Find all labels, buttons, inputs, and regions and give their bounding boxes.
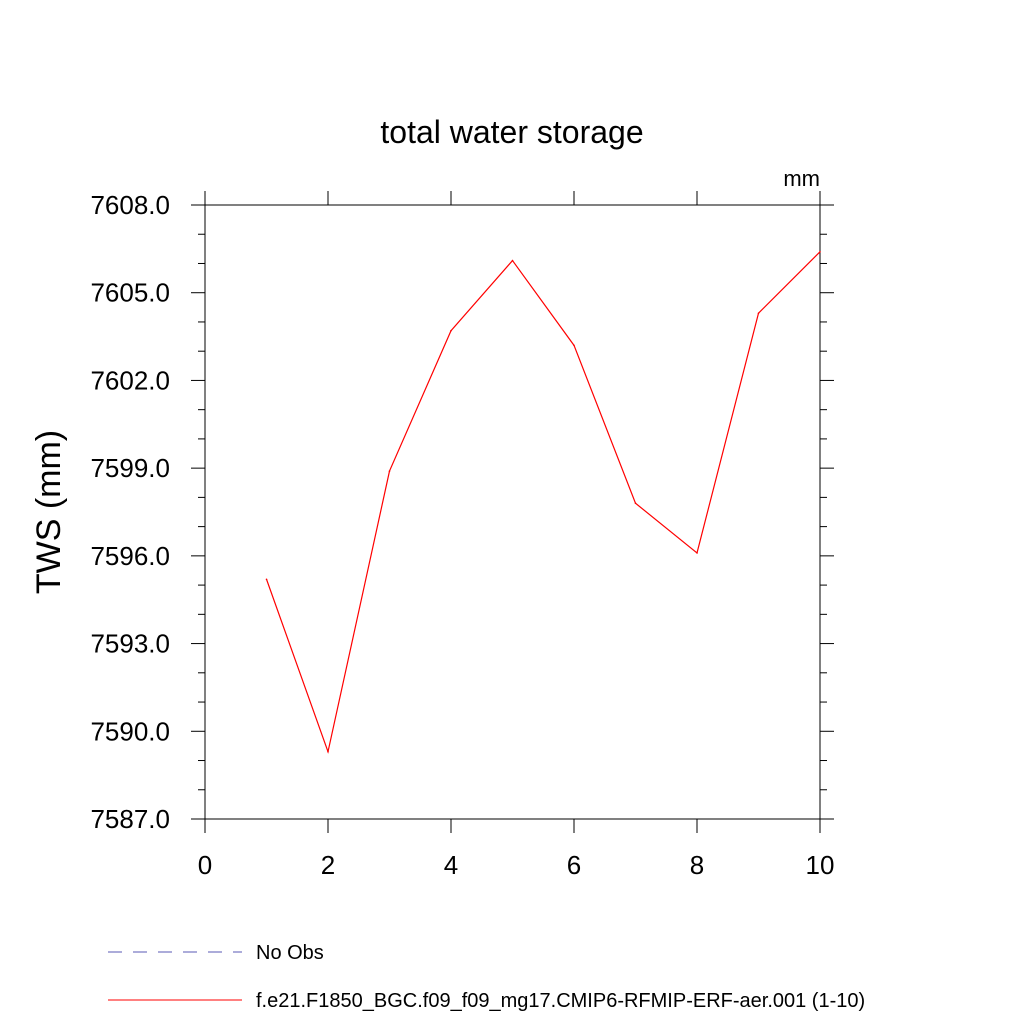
data-point <box>819 250 821 253</box>
data-point <box>511 259 514 262</box>
plot-axes: 0 2 4 6 8 10 7587.0 7590.0 7593.0 7596.0 7599.0 760… <box>90 190 834 880</box>
y-axis-label: TWS (mm) <box>30 430 68 594</box>
y-tick-label: 7608.0 <box>90 190 170 220</box>
legend-label: f.e21.F1850_BGC.f09_f09_mg17.CMIP6-RFMIP… <box>256 990 865 1012</box>
plot-frame <box>204 204 821 820</box>
x-tick-label: 6 <box>567 850 581 880</box>
y-tick-label: 7590.0 <box>90 716 170 746</box>
data-point <box>573 344 575 347</box>
y-tick-label: 7605.0 <box>90 278 170 308</box>
y-tick-label: 7596.0 <box>90 541 170 571</box>
units-label: mm <box>783 166 820 191</box>
y-tick-label: 7593.0 <box>90 629 170 659</box>
y-tick-label: 7599.0 <box>90 453 170 483</box>
y-tick-label: 7602.0 <box>90 365 170 395</box>
data-point <box>265 578 268 581</box>
data-point <box>757 312 760 314</box>
data-point <box>634 502 637 505</box>
legend: No Obs f.e21.F1850_BGC.f09_f09_mg17.CMIP6… <box>108 942 865 1012</box>
x-tick-label: 8 <box>690 850 704 880</box>
legend-label: No Obs <box>256 942 324 964</box>
data-point <box>450 329 452 332</box>
series-line <box>265 251 821 754</box>
x-tick-label: 2 <box>321 850 335 880</box>
x-tick-label: 4 <box>444 850 458 880</box>
chart-title: total water storage <box>380 114 643 150</box>
series-layer <box>265 250 821 754</box>
y-tick-label: 7587.0 <box>90 804 170 834</box>
data-point <box>327 750 329 753</box>
x-tick-label: 0 <box>198 850 212 880</box>
x-tick-label: 10 <box>806 850 835 880</box>
data-point <box>388 470 391 472</box>
data-point <box>696 552 698 554</box>
